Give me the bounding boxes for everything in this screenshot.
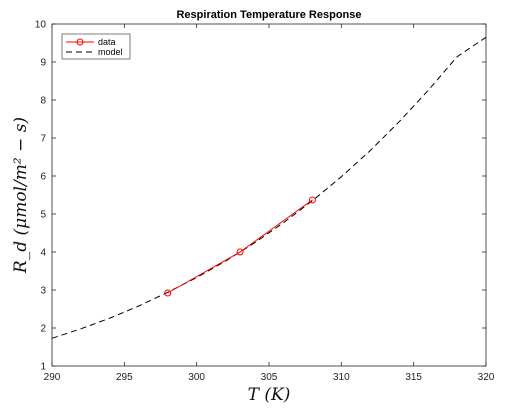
y-tick-label: 10 bbox=[35, 20, 47, 31]
y-tick-label: 1 bbox=[40, 362, 46, 373]
legend-data-label: data bbox=[98, 37, 116, 47]
ticks: 290 295 300 305 310 315 320 1 2 3 4 5 6 7 8 9 10 bbox=[35, 20, 495, 384]
model-series-line bbox=[51, 36, 487, 339]
x-tick-label: 320 bbox=[478, 372, 495, 383]
y-tick-label: 8 bbox=[40, 96, 46, 107]
x-tick-label: 290 bbox=[44, 372, 61, 383]
legend-model-label: model bbox=[98, 47, 123, 57]
data-series-line bbox=[167, 199, 313, 294]
plot-area bbox=[51, 23, 487, 367]
legend: data model bbox=[61, 33, 131, 60]
y-tick-label: 3 bbox=[40, 286, 46, 297]
data-point bbox=[164, 289, 172, 297]
series-group bbox=[51, 36, 487, 339]
x-tick-label: 310 bbox=[333, 372, 350, 383]
legend-data-marker bbox=[76, 38, 84, 46]
y-tick-label: 4 bbox=[40, 248, 46, 259]
y-tick-label: 6 bbox=[40, 172, 46, 183]
legend-box bbox=[61, 33, 131, 60]
x-tick-label: 300 bbox=[188, 372, 205, 383]
x-tick-label: 295 bbox=[116, 372, 133, 383]
y-tick-label: 5 bbox=[40, 210, 46, 221]
y-tick-label: 2 bbox=[40, 324, 46, 335]
x-tick-label: 305 bbox=[261, 372, 278, 383]
data-point bbox=[308, 196, 316, 204]
y-tick-label: 7 bbox=[40, 134, 46, 145]
x-tick-label: 315 bbox=[405, 372, 422, 383]
chart-title: Respiration Temperature Response bbox=[176, 9, 361, 21]
y-tick-label: 9 bbox=[40, 58, 46, 69]
x-axis-label: T (K) bbox=[248, 385, 291, 405]
y-axis-label: R_d (μmol/m² − s) bbox=[11, 117, 31, 274]
data-point bbox=[236, 248, 244, 256]
